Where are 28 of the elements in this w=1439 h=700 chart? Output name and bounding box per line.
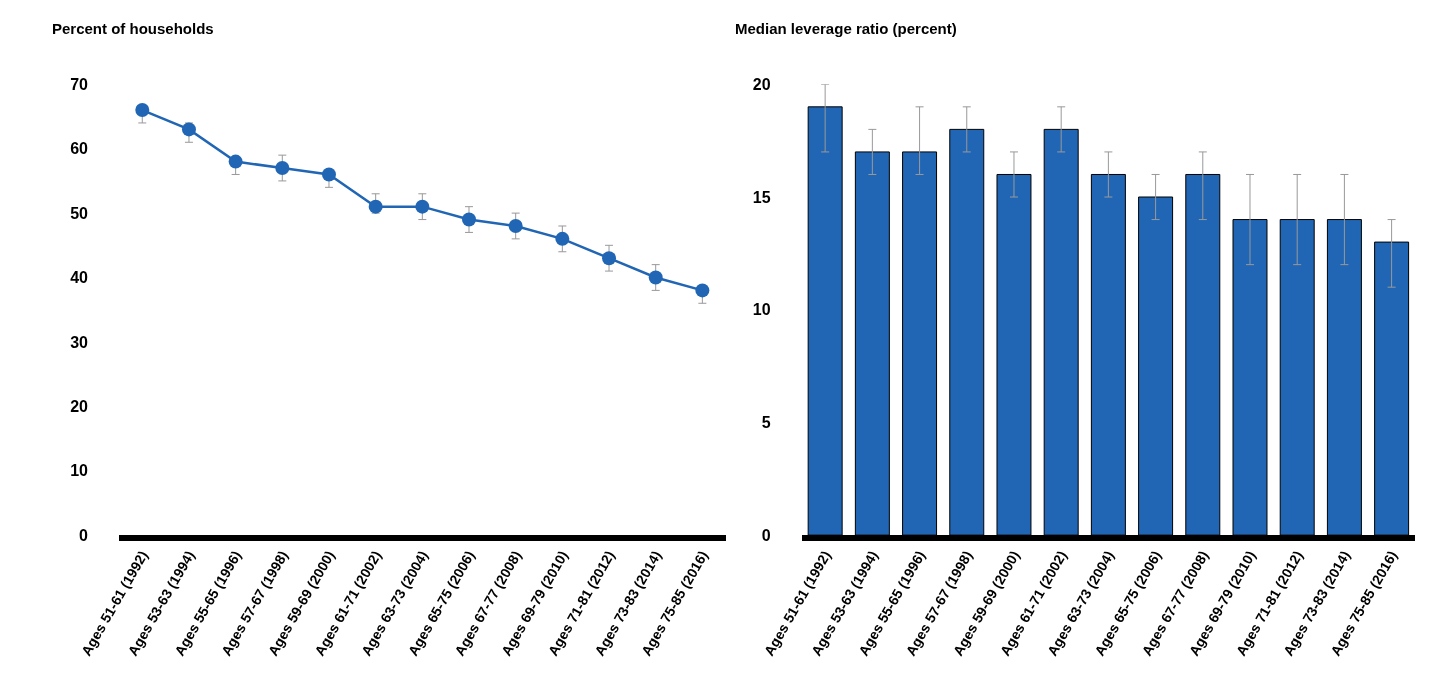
point	[181, 122, 196, 137]
y-axis-title: Median leverage ratio (percent)	[735, 20, 957, 37]
y-tick-label: 30	[70, 333, 89, 351]
y-tick-label: 5	[761, 414, 771, 432]
point	[415, 199, 430, 214]
y-tick-label: 40	[70, 269, 89, 287]
point	[508, 218, 523, 233]
point	[321, 167, 336, 182]
y-tick-label: 20	[70, 397, 89, 415]
y-tick-label: 50	[70, 204, 89, 222]
point	[602, 251, 617, 266]
y-tick-label: 20	[752, 75, 771, 93]
y-tick-label: 70	[70, 75, 89, 93]
point	[462, 212, 476, 227]
point	[555, 231, 570, 246]
y-tick-label: 10	[70, 462, 89, 480]
y-tick-label: 60	[70, 140, 89, 158]
y-axis-title: Percent of households	[52, 20, 214, 37]
point	[695, 283, 710, 298]
y-tick-label: 10	[752, 301, 771, 319]
point	[275, 161, 290, 176]
y-tick-label: 0	[79, 526, 89, 544]
y-tick-label: 0	[761, 526, 771, 544]
point	[648, 270, 663, 285]
point	[368, 199, 383, 214]
y-tick-label: 15	[752, 188, 771, 206]
point	[135, 103, 150, 118]
point	[228, 154, 243, 169]
